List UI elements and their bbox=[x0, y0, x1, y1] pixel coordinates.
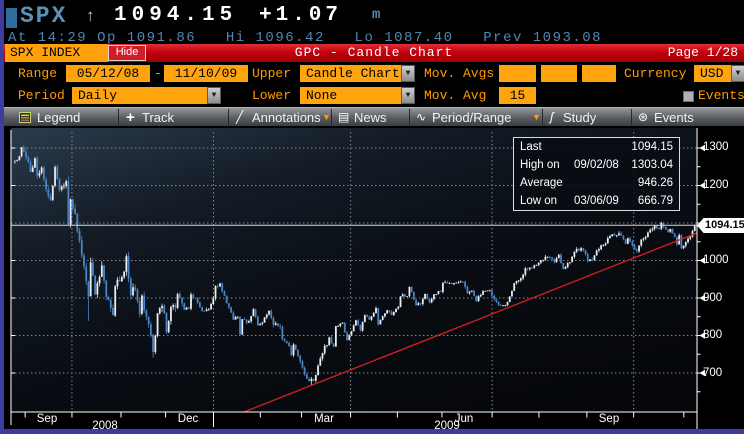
toolbar-annotations[interactable]: Annotations bbox=[252, 110, 321, 125]
toolbar-divider bbox=[118, 109, 119, 126]
plus-icon: + bbox=[126, 109, 135, 126]
upper-dropdown-arrow-icon[interactable]: ▼ bbox=[401, 65, 415, 82]
period-label: Period bbox=[18, 88, 65, 103]
period-range-caret-icon[interactable]: ▼ bbox=[532, 112, 541, 122]
stats-row-last: Last 1094.15 bbox=[520, 141, 673, 153]
period-dropdown-arrow-icon[interactable]: ▼ bbox=[207, 87, 221, 104]
mov-avg-input-1[interactable] bbox=[499, 65, 536, 82]
upper-label: Upper bbox=[252, 66, 292, 81]
menu-key-hint: m bbox=[372, 7, 381, 23]
x-axis-month-label: Sep bbox=[598, 413, 620, 425]
range-label: Range bbox=[18, 66, 58, 81]
toolbar-divider bbox=[228, 109, 229, 126]
y-axis-label: 700 bbox=[703, 367, 723, 379]
intraday-stats-line: At 14:29 Op 1091.86 Hi 1096.42 Lo 1087.4… bbox=[8, 30, 603, 46]
security-name-box: SPX INDEX bbox=[5, 44, 108, 62]
page-indicator: Page 1/28 bbox=[667, 45, 738, 60]
mov-avg-period-input[interactable]: 15 bbox=[499, 87, 536, 104]
toolbar-divider bbox=[542, 109, 543, 126]
last-price: 1094.15 bbox=[114, 4, 238, 27]
mov-avgs-label: Mov. Avgs bbox=[424, 66, 495, 81]
mov-avg-input-2[interactable] bbox=[541, 65, 577, 82]
stats-row-average: Average 946.26 bbox=[520, 177, 673, 189]
y-axis-label: 1000 bbox=[703, 254, 729, 266]
y-axis-label: 1200 bbox=[703, 179, 729, 191]
price-change: +1.07 bbox=[259, 4, 343, 27]
toolbar-events[interactable]: Events bbox=[654, 110, 694, 125]
range-end-input[interactable]: 11/10/09 bbox=[164, 65, 248, 82]
events-icon: ⊛ bbox=[638, 110, 649, 124]
toolbar-track[interactable]: Track bbox=[142, 110, 175, 125]
hide-button[interactable]: Hide bbox=[108, 45, 146, 61]
x-axis-month-label: Sep bbox=[36, 413, 58, 425]
x-axis-month-label: Mar bbox=[314, 413, 334, 425]
events-checkbox[interactable] bbox=[683, 91, 694, 102]
lower-dropdown-arrow-icon[interactable]: ▼ bbox=[401, 87, 415, 104]
y-axis-label: 900 bbox=[703, 292, 723, 304]
x-axis-month-label: Jun bbox=[454, 413, 474, 425]
mov-avg-input-3[interactable] bbox=[582, 65, 616, 82]
toolbar-legend[interactable]: Legend bbox=[37, 110, 81, 125]
range-separator: - bbox=[154, 66, 162, 81]
annotation-pencil-icon: ╱ bbox=[236, 110, 244, 124]
period-control-row: Period Daily ▼ Lower None ▼ Mov. Avg 15 … bbox=[4, 85, 744, 106]
last-price-tag: 1094.15 bbox=[697, 218, 744, 233]
toolbar-divider bbox=[631, 109, 632, 126]
window-bottom-border bbox=[0, 429, 744, 434]
function-title: GPC - Candle Chart bbox=[294, 45, 454, 60]
mov-avg-label: Mov. Avg bbox=[424, 88, 487, 103]
chart-toolbar: Legend + Track ╱ Annotations ▼ ▤ News ∿ … bbox=[4, 107, 744, 126]
lower-select[interactable]: None bbox=[300, 87, 406, 104]
events-checkbox-label: Events bbox=[698, 88, 744, 103]
x-axis-month-label: Dec bbox=[177, 413, 199, 425]
stats-row-low: Low on 03/06/09 666.79 bbox=[520, 195, 673, 207]
toolbar-news[interactable]: News bbox=[354, 110, 387, 125]
period-select[interactable]: Daily bbox=[72, 87, 212, 104]
y-axis-label: 800 bbox=[703, 329, 723, 341]
toolbar-period-range[interactable]: Period/Range bbox=[432, 110, 512, 125]
range-start-input[interactable]: 05/12/08 bbox=[66, 65, 150, 82]
ticker-symbol: SPX bbox=[20, 3, 68, 29]
y-axis-label: 1300 bbox=[703, 141, 729, 153]
chart-stats-box: Last 1094.15 High on 09/02/08 1303.04 Av… bbox=[513, 137, 680, 211]
toolbar-study[interactable]: Study bbox=[563, 110, 597, 125]
price-up-arrow-icon: ↑ bbox=[86, 6, 95, 25]
currency-select[interactable]: USD bbox=[694, 65, 736, 82]
lower-label: Lower bbox=[252, 88, 292, 103]
ticker-cursor-block-icon bbox=[6, 8, 17, 28]
news-icon: ▤ bbox=[338, 110, 350, 124]
period-range-icon: ∿ bbox=[416, 110, 427, 124]
currency-dropdown-arrow-icon[interactable]: ▼ bbox=[731, 65, 744, 82]
currency-label: Currency bbox=[624, 66, 687, 81]
range-control-row: Range 05/12/08 - 11/10/09 Upper Candle C… bbox=[4, 63, 744, 84]
legend-icon bbox=[19, 111, 31, 128]
upper-select[interactable]: Candle Chart bbox=[300, 65, 406, 82]
function-title-bar: SPX INDEX Hide GPC - Candle Chart Page 1… bbox=[4, 44, 744, 62]
study-icon: ʃ bbox=[550, 110, 554, 124]
toolbar-divider bbox=[409, 109, 410, 126]
annotations-caret-icon[interactable]: ▼ bbox=[322, 112, 331, 122]
toolbar-divider bbox=[331, 109, 332, 126]
window-left-border bbox=[0, 0, 4, 434]
stats-row-high: High on 09/02/08 1303.04 bbox=[520, 159, 673, 171]
